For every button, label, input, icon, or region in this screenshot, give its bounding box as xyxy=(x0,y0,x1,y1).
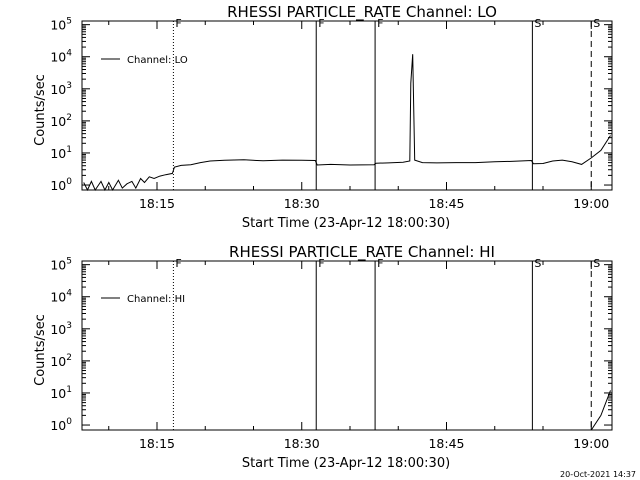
x-tick-label: 18:15 xyxy=(139,436,175,451)
event-marker-label: S xyxy=(534,17,541,30)
y-axis-label-hi: Counts/sec xyxy=(33,314,48,386)
x-tick-label: 18:45 xyxy=(428,436,464,451)
event-marker-label: F xyxy=(377,257,383,270)
event-marker-label: S xyxy=(593,17,600,30)
x-tick-label: 18:30 xyxy=(284,196,320,211)
event-marker-label: S xyxy=(593,257,600,270)
y-tick-label: 102 xyxy=(50,113,72,129)
y-tick-label: 104 xyxy=(50,289,72,305)
x-tick-label: 19:00 xyxy=(573,196,609,211)
event-marker-label: F xyxy=(175,17,181,30)
legend-label-lo: Channel: LO xyxy=(127,55,188,66)
x-tick-label: 19:00 xyxy=(573,436,609,451)
y-tick-label: 102 xyxy=(50,353,72,369)
y-tick-label: 101 xyxy=(50,385,72,401)
plot-area-lo: 18:1518:3018:4519:0019:1519:301001011021… xyxy=(50,17,613,211)
event-marker-label: S xyxy=(534,257,541,270)
series-line-hi xyxy=(590,390,611,431)
y-tick-label: 105 xyxy=(50,257,72,273)
x-axis-title-hi: Start Time (23-Apr-12 18:00:30) xyxy=(242,456,450,471)
y-tick-label: 104 xyxy=(50,49,72,65)
y-axis-title-hi: Counts/sec xyxy=(33,314,48,386)
event-marker-label: F xyxy=(377,17,383,30)
event-marker-label: F xyxy=(318,17,324,30)
y-axis-title-lo: Counts/sec xyxy=(33,74,48,146)
y-tick-label: 100 xyxy=(50,177,72,193)
chart-panel-hi: RHESSI PARTICLE_RATE Channel: HI Counts/… xyxy=(33,243,613,471)
series-line-lo xyxy=(83,54,611,192)
y-axis-label-lo: Counts/sec xyxy=(33,74,48,146)
plot-area-hi: 18:1518:3018:4519:0019:1519:301001011021… xyxy=(50,257,613,451)
chart-title-hi: RHESSI PARTICLE_RATE Channel: HI xyxy=(229,243,495,262)
chart-panel-lo: RHESSI PARTICLE_RATE Channel: LO Counts/… xyxy=(33,3,613,231)
legend-hi: Channel: HI xyxy=(101,294,185,305)
timestamp-label: 20-Oct-2021 14:37 xyxy=(560,470,636,479)
event-marker-label: F xyxy=(175,257,181,270)
x-tick-label: 18:15 xyxy=(139,196,175,211)
legend-lo: Channel: LO xyxy=(101,55,188,66)
y-tick-label: 101 xyxy=(50,145,72,161)
event-marker-label: F xyxy=(318,257,324,270)
y-tick-label: 100 xyxy=(50,417,72,433)
x-tick-label: 18:45 xyxy=(428,196,464,211)
legend-label-hi: Channel: HI xyxy=(127,294,185,305)
x-tick-label: 18:30 xyxy=(284,436,320,451)
x-axis-title-lo: Start Time (23-Apr-12 18:00:30) xyxy=(242,216,450,231)
y-tick-label: 105 xyxy=(50,17,72,33)
y-tick-label: 103 xyxy=(50,81,72,97)
y-tick-label: 103 xyxy=(50,321,72,337)
chart-title-lo: RHESSI PARTICLE_RATE Channel: LO xyxy=(227,3,497,22)
